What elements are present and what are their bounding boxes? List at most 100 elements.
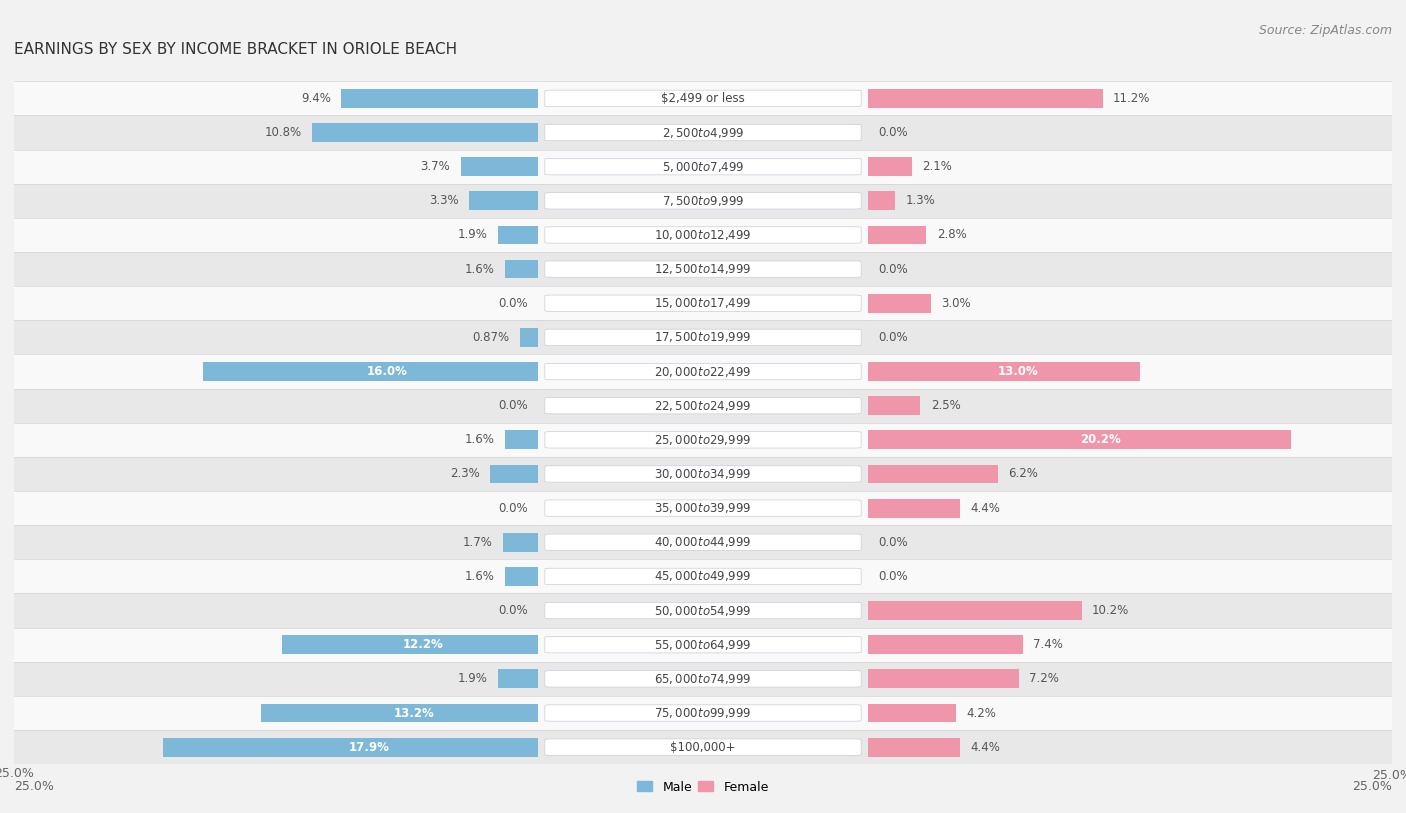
Legend: Male, Female: Male, Female	[633, 776, 773, 798]
Text: 2.3%: 2.3%	[450, 467, 479, 480]
Bar	[262, 703, 538, 723]
Bar	[868, 184, 1392, 218]
Bar	[14, 150, 538, 184]
Bar	[14, 662, 538, 696]
Text: 0.0%: 0.0%	[879, 263, 908, 276]
Bar	[14, 81, 538, 115]
Text: 1.6%: 1.6%	[464, 263, 495, 276]
Bar	[498, 669, 538, 689]
Text: $15,000 to $17,499: $15,000 to $17,499	[654, 296, 752, 311]
Text: 7.2%: 7.2%	[1029, 672, 1059, 685]
Bar	[868, 150, 1392, 184]
Text: 3.7%: 3.7%	[420, 160, 450, 173]
FancyBboxPatch shape	[546, 261, 860, 277]
Bar	[163, 737, 538, 757]
Text: 25.0%: 25.0%	[14, 780, 53, 793]
Text: $75,000 to $99,999: $75,000 to $99,999	[654, 706, 752, 720]
Bar	[868, 89, 1102, 108]
FancyBboxPatch shape	[546, 124, 860, 141]
FancyBboxPatch shape	[546, 227, 860, 243]
Text: 9.4%: 9.4%	[301, 92, 330, 105]
Text: $35,000 to $39,999: $35,000 to $39,999	[654, 501, 752, 515]
Bar	[461, 157, 538, 176]
Text: 4.4%: 4.4%	[970, 502, 1000, 515]
Text: 0.0%: 0.0%	[498, 502, 527, 515]
Bar	[283, 635, 538, 654]
Bar	[538, 184, 868, 218]
Text: 1.6%: 1.6%	[464, 570, 495, 583]
Bar	[868, 81, 1392, 115]
Bar	[868, 320, 1392, 354]
Text: $7,500 to $9,999: $7,500 to $9,999	[662, 193, 744, 208]
Text: 11.2%: 11.2%	[1114, 92, 1150, 105]
Bar	[868, 252, 1392, 286]
FancyBboxPatch shape	[546, 705, 860, 721]
Text: 0.0%: 0.0%	[879, 126, 908, 139]
Text: $10,000 to $12,499: $10,000 to $12,499	[654, 228, 752, 242]
Bar	[14, 696, 538, 730]
Text: 0.0%: 0.0%	[498, 604, 527, 617]
FancyBboxPatch shape	[546, 671, 860, 687]
Bar	[14, 593, 538, 628]
Text: $12,500 to $14,999: $12,500 to $14,999	[654, 262, 752, 276]
Bar	[538, 81, 868, 115]
Text: 3.3%: 3.3%	[429, 194, 458, 207]
Bar	[868, 628, 1392, 662]
Bar	[14, 730, 538, 764]
Bar	[14, 184, 538, 218]
Text: 12.2%: 12.2%	[402, 638, 443, 651]
FancyBboxPatch shape	[546, 500, 860, 516]
Bar	[868, 115, 1392, 150]
Bar	[14, 252, 538, 286]
FancyBboxPatch shape	[546, 739, 860, 755]
Bar	[868, 730, 1392, 764]
Text: 2.1%: 2.1%	[922, 160, 952, 173]
Bar	[14, 559, 538, 593]
FancyBboxPatch shape	[546, 466, 860, 482]
Bar	[868, 662, 1392, 696]
Bar	[538, 389, 868, 423]
Bar	[868, 703, 956, 723]
Text: 17.9%: 17.9%	[349, 741, 389, 754]
Text: $100,000+: $100,000+	[671, 741, 735, 754]
Bar	[868, 593, 1392, 628]
Bar	[868, 218, 1392, 252]
Bar	[868, 601, 1081, 620]
Text: 0.0%: 0.0%	[879, 536, 908, 549]
Text: $20,000 to $22,499: $20,000 to $22,499	[654, 364, 752, 379]
Text: $40,000 to $44,999: $40,000 to $44,999	[654, 535, 752, 550]
Bar	[868, 498, 960, 518]
Bar	[538, 491, 868, 525]
FancyBboxPatch shape	[546, 637, 860, 653]
Bar	[14, 286, 538, 320]
Bar	[868, 635, 1024, 654]
Text: $2,500 to $4,999: $2,500 to $4,999	[662, 125, 744, 140]
Text: 4.2%: 4.2%	[966, 706, 997, 720]
Text: 2.8%: 2.8%	[936, 228, 967, 241]
Text: 1.7%: 1.7%	[463, 536, 492, 549]
Bar	[868, 464, 998, 484]
FancyBboxPatch shape	[546, 398, 860, 414]
Bar	[538, 457, 868, 491]
Text: 1.9%: 1.9%	[458, 228, 488, 241]
Bar	[312, 123, 538, 142]
Bar	[538, 559, 868, 593]
Bar	[538, 320, 868, 354]
Bar	[868, 354, 1392, 389]
Bar	[538, 423, 868, 457]
Text: 25.0%: 25.0%	[1353, 780, 1392, 793]
Bar	[868, 525, 1392, 559]
Bar	[868, 559, 1392, 593]
Text: 1.9%: 1.9%	[458, 672, 488, 685]
Text: 1.3%: 1.3%	[905, 194, 935, 207]
Bar	[14, 457, 538, 491]
Text: 0.0%: 0.0%	[879, 331, 908, 344]
Text: 13.2%: 13.2%	[394, 706, 434, 720]
Text: 0.0%: 0.0%	[879, 570, 908, 583]
Bar	[14, 354, 538, 389]
Text: $30,000 to $34,999: $30,000 to $34,999	[654, 467, 752, 481]
Bar	[505, 567, 538, 586]
Bar	[470, 191, 538, 211]
Bar	[868, 396, 920, 415]
Bar	[202, 362, 538, 381]
